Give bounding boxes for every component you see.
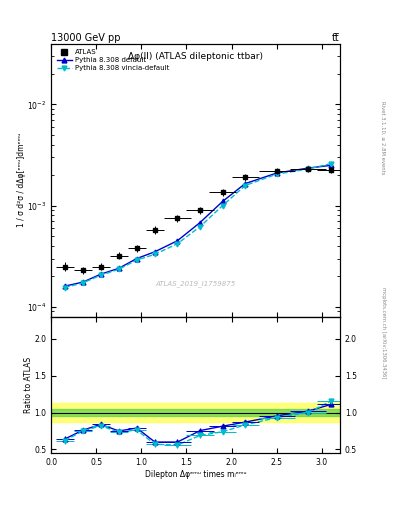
Text: mcplots.cern.ch [arXiv:1306.3436]: mcplots.cern.ch [arXiv:1306.3436] xyxy=(381,287,386,378)
Text: tt̅: tt̅ xyxy=(332,33,340,42)
Bar xyxy=(51,403,340,422)
Y-axis label: Ratio to ATLAS: Ratio to ATLAS xyxy=(24,357,33,413)
Legend: ATLAS, Pythia 8.308 default, Pythia 8.308 vincia-default: ATLAS, Pythia 8.308 default, Pythia 8.30… xyxy=(55,47,172,73)
Text: Rivet 3.1.10, ≥ 2.8M events: Rivet 3.1.10, ≥ 2.8M events xyxy=(381,101,386,175)
Y-axis label: 1 / σ d²σ / dΔφ[ᵉᵐᵘ]dmᵉᵐᵘ: 1 / σ d²σ / dΔφ[ᵉᵐᵘ]dmᵉᵐᵘ xyxy=(17,133,26,227)
Bar xyxy=(51,409,340,416)
Text: 13000 GeV pp: 13000 GeV pp xyxy=(51,33,121,42)
Text: Δφ(ll) (ATLAS dileptonic ttbar): Δφ(ll) (ATLAS dileptonic ttbar) xyxy=(128,52,263,61)
X-axis label: Dilepton Δφᵉᵐᵘ times mᵢᵉᵐᵘ: Dilepton Δφᵉᵐᵘ times mᵢᵉᵐᵘ xyxy=(145,470,246,479)
Text: ATLAS_2019_I1759875: ATLAS_2019_I1759875 xyxy=(155,281,236,287)
